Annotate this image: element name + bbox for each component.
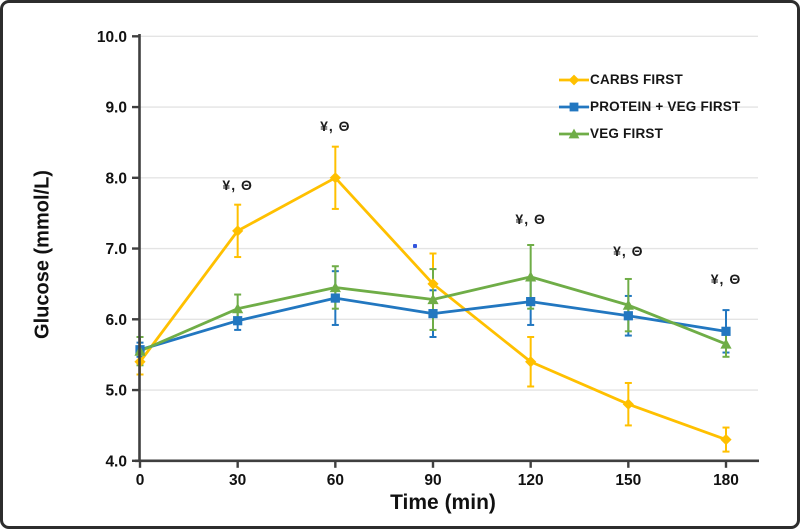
diamond-marker-icon [559, 74, 589, 85]
data-point-marker [526, 297, 536, 307]
legend-label: VEG FIRST [590, 126, 664, 141]
data-point-marker [233, 316, 243, 326]
legend: CARBS FIRST PROTEIN + VEG FIRST VEG FIRS… [559, 70, 740, 143]
data-point-marker [525, 356, 537, 368]
chart-plot-area: 4.0 5.0 6.0 7.0 8.0 9.0 10.0 0 30 60 90 120 150 180 [97, 29, 759, 489]
square-marker-icon [559, 102, 589, 111]
x-tick-label: 30 [229, 472, 246, 489]
stray-dot [413, 244, 417, 248]
y-tick-label: 8.0 [105, 170, 127, 187]
x-tick-label: 180 [713, 472, 739, 489]
legend-item-carbs-first: CARBS FIRST [559, 70, 740, 89]
data-point-marker [623, 311, 633, 321]
legend-item-protein-veg-first: PROTEIN + VEG FIRST [559, 97, 740, 116]
protein-veg-first-line-marker-icon [559, 100, 589, 114]
y-axis-title: Glucose (mmol/L) [31, 170, 54, 339]
significance-annotation: ¥, Θ [320, 118, 351, 135]
data-point-marker [720, 338, 732, 349]
significance-annotation: ¥, Θ [710, 270, 742, 287]
data-point-marker [525, 271, 537, 282]
x-tick-label: 60 [327, 472, 344, 489]
significance-annotation: ¥, Θ [222, 176, 253, 193]
legend-label: CARBS FIRST [590, 72, 683, 87]
data-point-marker [622, 299, 634, 310]
legend-label: PROTEIN + VEG FIRST [590, 99, 741, 114]
significance-annotation: ¥, Θ [515, 210, 546, 227]
data-point-marker [428, 309, 438, 319]
y-tick-label: 10.0 [97, 29, 127, 46]
x-axis-title: Time (min) [390, 491, 496, 514]
x-tick-label: 90 [424, 472, 441, 489]
y-tick-label: 6.0 [105, 312, 127, 329]
data-point-marker [329, 281, 341, 293]
y-tick-label: 4.0 [105, 453, 127, 470]
significance-annotation: ¥, Θ [613, 242, 644, 259]
data-point-marker [329, 172, 341, 184]
data-point-marker [622, 398, 634, 410]
data-point-marker [330, 293, 340, 303]
x-tick-label: 0 [136, 472, 145, 489]
y-tick-label: 9.0 [105, 100, 127, 117]
triangle-marker-icon [559, 128, 589, 138]
y-tick-label: 5.0 [105, 383, 127, 400]
legend-item-veg-first: VEG FIRST [559, 124, 740, 143]
veg-first-line-marker-icon [559, 127, 589, 141]
x-tick-label: 120 [518, 472, 544, 489]
carbs-first-line-marker-icon [559, 73, 589, 87]
y-tick-label: 7.0 [105, 241, 127, 258]
x-tick-label: 150 [615, 472, 641, 489]
data-point-marker [427, 293, 439, 305]
data-point-marker [232, 225, 244, 237]
data-point-marker [232, 303, 244, 314]
data-point-marker [427, 278, 439, 290]
data-point-marker [721, 326, 731, 336]
data-point-marker [720, 433, 732, 446]
